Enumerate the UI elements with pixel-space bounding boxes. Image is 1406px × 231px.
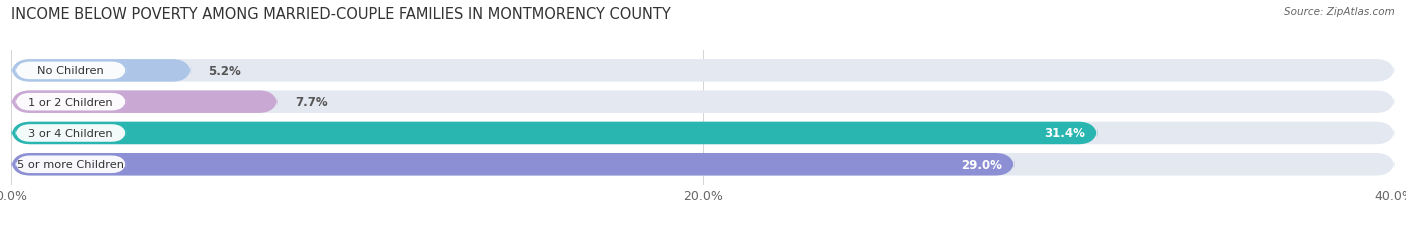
Text: 5 or more Children: 5 or more Children xyxy=(17,160,124,170)
FancyBboxPatch shape xyxy=(15,62,127,80)
FancyBboxPatch shape xyxy=(11,91,1395,113)
FancyBboxPatch shape xyxy=(15,125,127,142)
Text: 31.4%: 31.4% xyxy=(1045,127,1085,140)
Text: Source: ZipAtlas.com: Source: ZipAtlas.com xyxy=(1284,7,1395,17)
FancyBboxPatch shape xyxy=(11,60,1395,82)
Text: INCOME BELOW POVERTY AMONG MARRIED-COUPLE FAMILIES IN MONTMORENCY COUNTY: INCOME BELOW POVERTY AMONG MARRIED-COUPL… xyxy=(11,7,671,22)
Text: No Children: No Children xyxy=(38,66,104,76)
Text: 5.2%: 5.2% xyxy=(208,65,242,78)
FancyBboxPatch shape xyxy=(11,153,1014,176)
FancyBboxPatch shape xyxy=(11,153,1395,176)
FancyBboxPatch shape xyxy=(11,122,1097,145)
FancyBboxPatch shape xyxy=(15,156,127,173)
Text: 7.7%: 7.7% xyxy=(295,96,328,109)
FancyBboxPatch shape xyxy=(15,94,127,111)
FancyBboxPatch shape xyxy=(11,60,191,82)
FancyBboxPatch shape xyxy=(11,91,277,113)
Text: 3 or 4 Children: 3 or 4 Children xyxy=(28,128,112,138)
Text: 1 or 2 Children: 1 or 2 Children xyxy=(28,97,112,107)
FancyBboxPatch shape xyxy=(11,122,1395,145)
Text: 29.0%: 29.0% xyxy=(962,158,1002,171)
